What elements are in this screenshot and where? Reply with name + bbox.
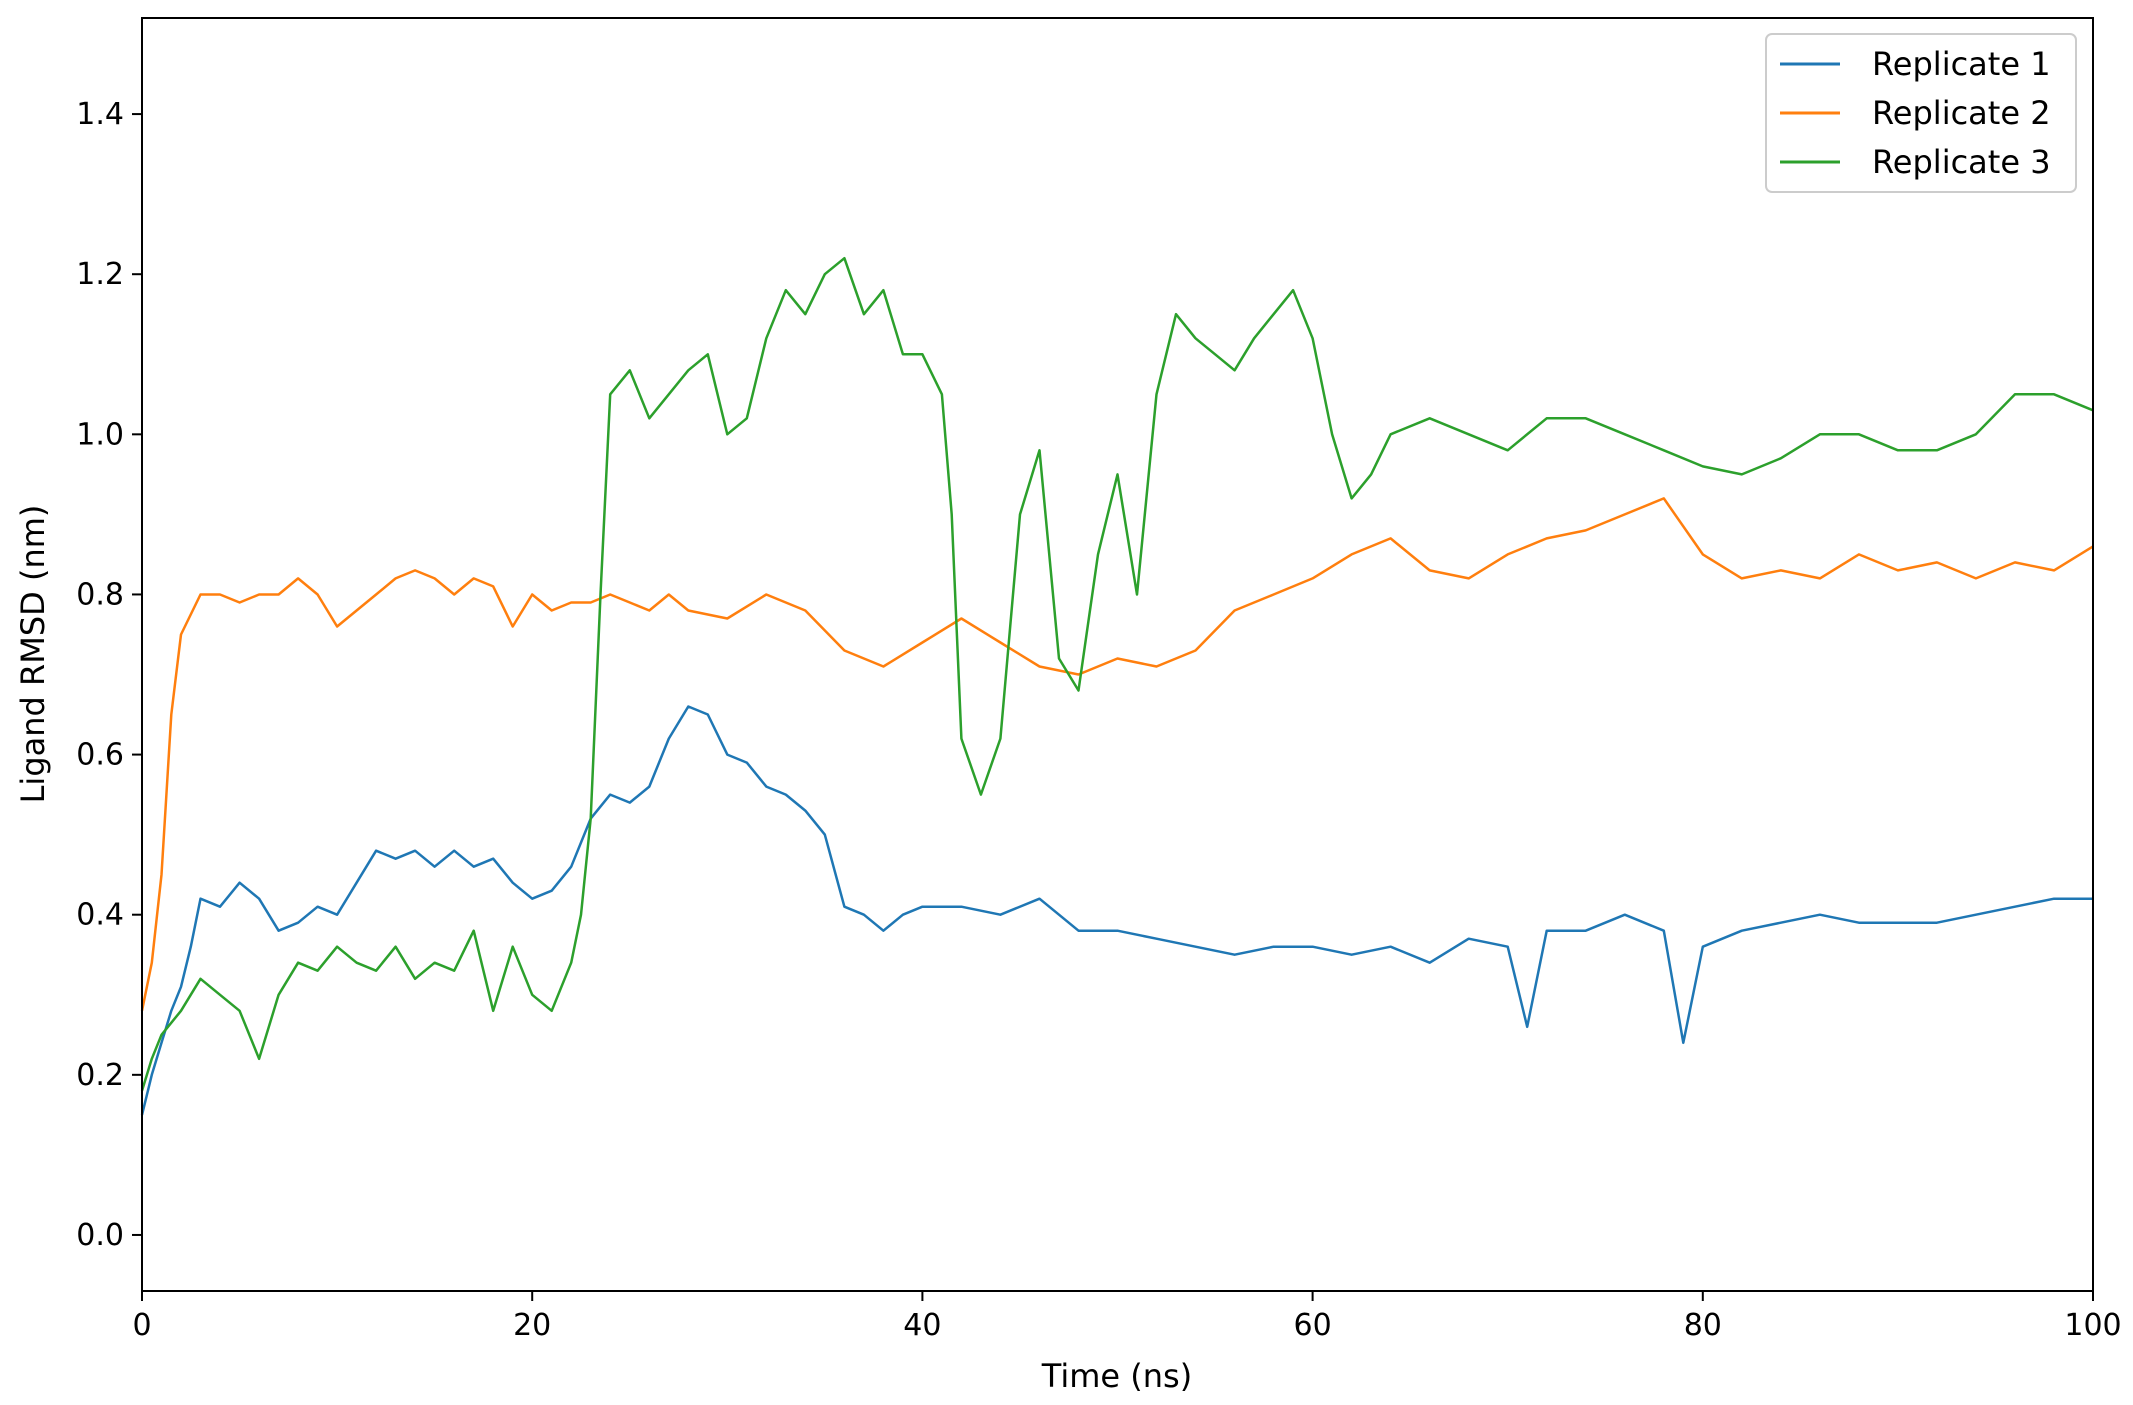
y-tick-label: 0.2 bbox=[76, 1058, 124, 1093]
y-tick-label: 1.0 bbox=[76, 417, 124, 452]
series-line-replicate-2 bbox=[140, 497, 2094, 1012]
legend: Replicate 1 Replicate 2 Replicate 3 bbox=[1765, 33, 2077, 193]
x-axis: 0 20 40 60 80 100 bbox=[132, 1291, 2122, 1343]
plot-frame bbox=[141, 17, 2094, 1292]
y-axis-label: Ligand RMSD (nm) bbox=[14, 505, 52, 804]
x-tick-label: 0 bbox=[132, 1308, 151, 1343]
series-line-replicate-3 bbox=[140, 256, 2094, 1092]
y-tick-label: 0.6 bbox=[76, 738, 124, 773]
x-tick-label: 40 bbox=[903, 1308, 941, 1343]
series-line-replicate-1 bbox=[140, 705, 2093, 1116]
y-tick-label: 0.0 bbox=[76, 1218, 124, 1253]
y-tick-label: 1.4 bbox=[76, 97, 124, 132]
x-axis-label: Time (ns) bbox=[1041, 1357, 1192, 1395]
y-axis: 0.0 0.2 0.4 0.6 0.8 1.0 1.2 1.4 bbox=[76, 97, 142, 1253]
legend-label-replicate-2: Replicate 2 bbox=[1872, 94, 2051, 132]
legend-label-replicate-1: Replicate 1 bbox=[1872, 45, 2051, 83]
legend-label-replicate-3: Replicate 3 bbox=[1872, 143, 2051, 181]
x-tick-label: 80 bbox=[1684, 1308, 1722, 1343]
x-tick-label: 60 bbox=[1294, 1308, 1332, 1343]
y-tick-label: 0.4 bbox=[76, 898, 124, 933]
y-tick-label: 0.8 bbox=[76, 577, 124, 612]
y-tick-label: 1.2 bbox=[76, 257, 124, 292]
series-layer bbox=[140, 256, 2094, 1116]
x-tick-label: 100 bbox=[2064, 1308, 2121, 1343]
legend-box bbox=[1765, 33, 2077, 193]
x-tick-label: 20 bbox=[513, 1308, 551, 1343]
